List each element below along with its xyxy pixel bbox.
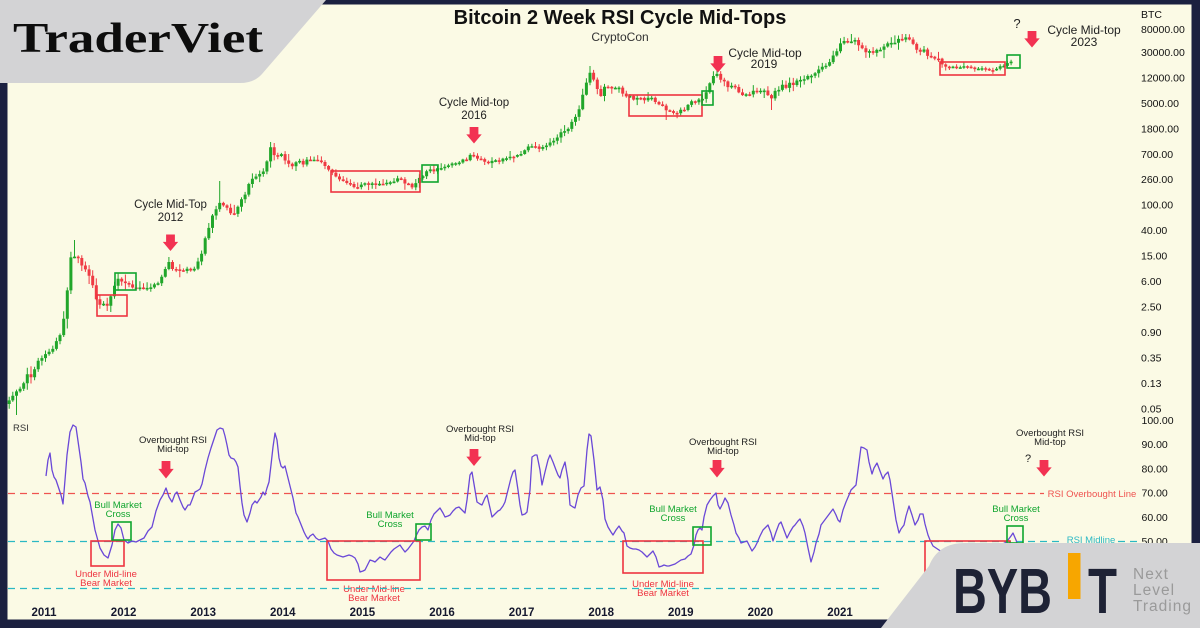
svg-text:12000.00: 12000.00 xyxy=(1141,73,1185,85)
svg-text:40.00: 40.00 xyxy=(1141,225,1167,237)
svg-text:Bull Market: Bull Market xyxy=(649,504,697,515)
svg-text:2017: 2017 xyxy=(509,607,535,619)
svg-text:TraderViet: TraderViet xyxy=(13,16,263,62)
svg-text:Bull Market: Bull Market xyxy=(94,500,142,511)
svg-text:Under Mid-line: Under Mid-line xyxy=(632,579,694,590)
svg-text:Cross: Cross xyxy=(106,509,131,520)
svg-text:100.00: 100.00 xyxy=(1142,415,1174,427)
svg-text:0.13: 0.13 xyxy=(1141,378,1162,390)
svg-text:80.00: 80.00 xyxy=(1142,463,1168,475)
svg-text:Bull Market: Bull Market xyxy=(366,510,414,521)
svg-text:2011: 2011 xyxy=(32,607,58,619)
svg-text:2.50: 2.50 xyxy=(1141,302,1162,314)
svg-text:Bear Market: Bear Market xyxy=(348,593,400,604)
svg-text:Under Mid-line: Under Mid-line xyxy=(75,569,137,580)
svg-text:Level: Level xyxy=(1133,582,1175,599)
svg-text:Trading: Trading xyxy=(1133,598,1192,615)
svg-text:?: ? xyxy=(1025,453,1031,465)
svg-text:90.00: 90.00 xyxy=(1142,439,1168,451)
svg-text:Bear Market: Bear Market xyxy=(80,578,132,589)
svg-text:CryptoCon: CryptoCon xyxy=(591,30,648,44)
svg-text:2023: 2023 xyxy=(1071,35,1098,49)
svg-text:Cycle Mid-top: Cycle Mid-top xyxy=(439,97,509,109)
svg-text:RSI Overbought Line: RSI Overbought Line xyxy=(1048,489,1137,500)
svg-text:60.00: 60.00 xyxy=(1142,512,1168,524)
svg-text:2015: 2015 xyxy=(350,607,376,619)
svg-text:Under Mid-line: Under Mid-line xyxy=(343,584,405,595)
svg-text:Overbought RSI: Overbought RSI xyxy=(139,435,207,446)
svg-text:Next: Next xyxy=(1133,566,1169,583)
svg-text:2020: 2020 xyxy=(748,607,774,619)
svg-text:6.00: 6.00 xyxy=(1141,276,1162,288)
svg-text:Mid-top: Mid-top xyxy=(1034,437,1066,448)
svg-text:2013: 2013 xyxy=(190,607,216,619)
svg-text:2016: 2016 xyxy=(429,607,455,619)
svg-text:Bear Market: Bear Market xyxy=(637,588,689,599)
svg-text:Overbought RSI: Overbought RSI xyxy=(1016,428,1084,439)
svg-text:Overbought RSI: Overbought RSI xyxy=(446,424,514,435)
svg-text:100.00: 100.00 xyxy=(1141,200,1173,212)
svg-text:5000.00: 5000.00 xyxy=(1141,98,1179,110)
svg-text:2012: 2012 xyxy=(111,607,137,619)
svg-text:2014: 2014 xyxy=(270,607,296,619)
svg-text:Cross: Cross xyxy=(1004,513,1029,524)
svg-text:0.90: 0.90 xyxy=(1141,327,1162,339)
svg-text:260.00: 260.00 xyxy=(1141,174,1173,186)
svg-text:70.00: 70.00 xyxy=(1142,488,1168,500)
svg-text:0.05: 0.05 xyxy=(1141,403,1162,415)
svg-text:Cross: Cross xyxy=(661,513,686,524)
svg-text:2018: 2018 xyxy=(588,607,614,619)
svg-text:Cross: Cross xyxy=(378,519,403,530)
svg-text:80000.00: 80000.00 xyxy=(1141,24,1185,36)
svg-text:Mid-top: Mid-top xyxy=(707,446,739,457)
svg-text:2016: 2016 xyxy=(461,110,487,122)
svg-text:30000.00: 30000.00 xyxy=(1141,47,1185,59)
svg-text:RSI Midline: RSI Midline xyxy=(1067,535,1116,546)
svg-text:Mid-top: Mid-top xyxy=(157,444,189,455)
svg-text:2019: 2019 xyxy=(751,57,778,71)
svg-text:Cycle Mid-top: Cycle Mid-top xyxy=(1047,23,1121,37)
svg-text:Cycle Mid-top: Cycle Mid-top xyxy=(728,46,802,60)
svg-text:15.00: 15.00 xyxy=(1141,251,1167,263)
svg-text:Bull Market: Bull Market xyxy=(992,504,1040,515)
svg-text:Cycle Mid-Top: Cycle Mid-Top xyxy=(134,199,207,211)
svg-text:1800.00: 1800.00 xyxy=(1141,123,1179,135)
svg-text:Overbought RSI: Overbought RSI xyxy=(689,437,757,448)
svg-text:BYB: BYB xyxy=(953,555,1052,627)
svg-text:?: ? xyxy=(1013,16,1020,31)
svg-text:2021: 2021 xyxy=(827,607,853,619)
svg-text:T: T xyxy=(1088,555,1117,627)
svg-text:2019: 2019 xyxy=(668,607,694,619)
svg-text:700.00: 700.00 xyxy=(1141,149,1173,161)
svg-text:2012: 2012 xyxy=(158,212,184,224)
svg-text:BTC: BTC xyxy=(1141,9,1162,21)
svg-text:RSI: RSI xyxy=(13,423,29,434)
svg-text:0.35: 0.35 xyxy=(1141,352,1162,364)
svg-text:Bitcoin 2 Week RSI Cycle Mid-T: Bitcoin 2 Week RSI Cycle Mid-Tops xyxy=(454,7,787,29)
svg-text:Mid-top: Mid-top xyxy=(464,433,496,444)
